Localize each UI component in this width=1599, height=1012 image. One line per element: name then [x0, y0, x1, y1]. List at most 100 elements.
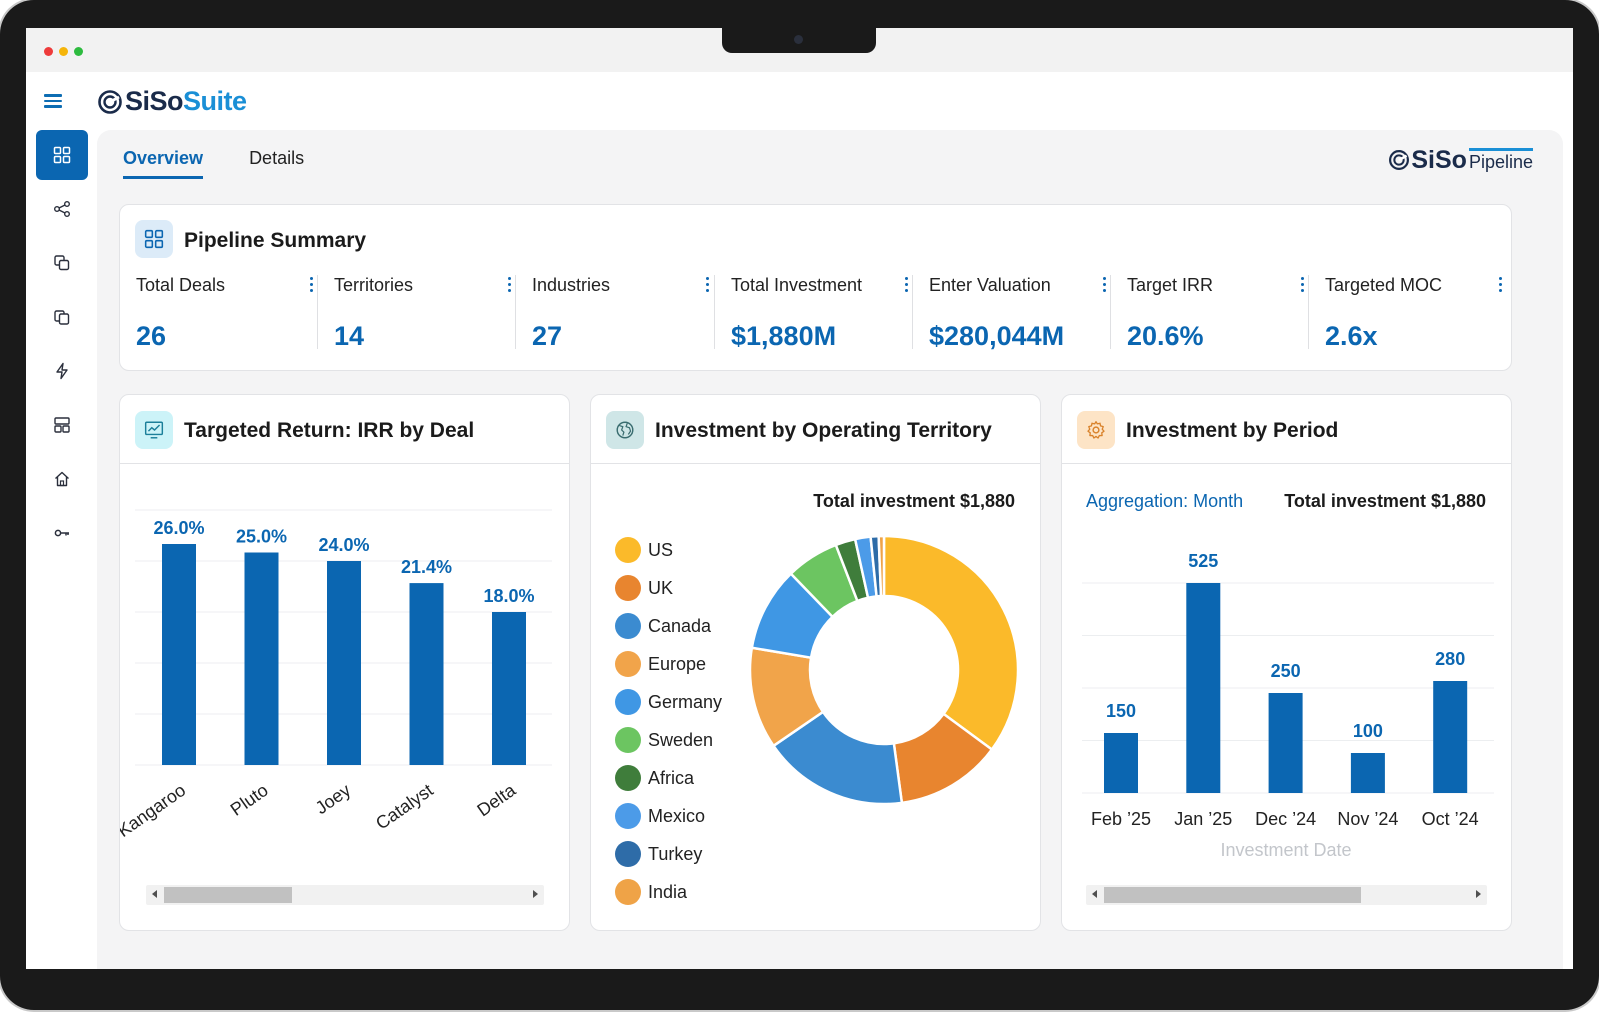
grid-icon [53, 146, 71, 164]
maximize-window-dot[interactable] [74, 47, 83, 56]
sidebar-item-documents[interactable] [36, 292, 88, 342]
legend-swatch [615, 651, 641, 677]
divider [120, 463, 569, 464]
territory-total: Total investment $1,880 [813, 491, 1015, 511]
legend-item[interactable]: Africa [615, 765, 694, 791]
legend-label: Mexico [648, 805, 706, 826]
tab-overview[interactable]: Overview [123, 148, 204, 179]
x-tick-label: Catalyst [372, 780, 437, 834]
aggregation-selector[interactable]: Aggregation: Month [1086, 491, 1244, 511]
period-card: Investment by Period Aggregation: Month … [1061, 394, 1512, 931]
summary-title: Pipeline Summary [184, 229, 367, 252]
metric-label: Territories [334, 275, 414, 295]
metric-total-investment: Total Investment $1,880M [714, 275, 929, 353]
period-bar [1268, 693, 1303, 793]
documents-icon [54, 310, 70, 325]
irr-bar [244, 552, 279, 765]
metric-total-deals: Total Deals 26 [136, 275, 334, 353]
bar-value-label: 100 [1353, 721, 1383, 741]
period-bar [1433, 681, 1468, 793]
main-content: Overview Details SiSo Pipeline [97, 130, 1563, 969]
divider [1110, 275, 1111, 349]
sidebar-item-keys[interactable] [36, 508, 88, 558]
more-options-icon[interactable] [704, 277, 710, 295]
share-nodes-icon [54, 201, 70, 217]
territory-card-title: Investment by Operating Territory [655, 419, 992, 442]
close-window-dot[interactable] [44, 47, 53, 56]
bar-value-label: 24.0% [318, 535, 369, 555]
minimize-window-dot[interactable] [59, 47, 68, 56]
legend-item[interactable]: India [615, 879, 687, 905]
pipeline-logo-word: Pipeline [1468, 148, 1533, 173]
sidebar-item-share[interactable] [36, 184, 88, 234]
sidebar-item-home[interactable] [36, 454, 88, 504]
scroll-right-icon[interactable] [533, 890, 538, 898]
app-logo[interactable]: SiSoSuite [97, 86, 247, 117]
sidebar-item-layout[interactable] [36, 400, 88, 450]
more-options-icon[interactable] [903, 277, 909, 295]
x-tick-label: Joey [312, 780, 355, 818]
home-icon [55, 471, 69, 487]
period-bar [1186, 583, 1221, 793]
period-bar [1104, 733, 1138, 793]
legend-label: Germany [648, 691, 723, 712]
more-options-icon[interactable] [506, 277, 512, 295]
metric-value: 26 [136, 321, 167, 351]
irr-bar [409, 583, 444, 765]
hamburger-menu-icon[interactable] [44, 94, 62, 108]
layout-icon [54, 417, 70, 433]
irr-bar [162, 544, 196, 765]
legend-swatch [615, 575, 641, 601]
donut-slice-us [882, 534, 1020, 752]
legend-item[interactable]: US [615, 537, 673, 563]
bar-value-label: 25.0% [236, 527, 287, 547]
legend-item[interactable]: Mexico [615, 803, 705, 829]
legend-item[interactable]: UK [615, 575, 673, 601]
tab-details[interactable]: Details [249, 148, 305, 168]
metric-industries: Industries 27 [515, 275, 730, 353]
bar-value-label: 280 [1435, 649, 1465, 669]
legend-label: US [648, 539, 674, 560]
legend-swatch [615, 689, 641, 715]
metric-label: Targeted MOC [1325, 275, 1443, 295]
legend-item[interactable]: Germany [615, 689, 722, 715]
divider [317, 275, 318, 349]
scroll-left-icon[interactable] [1092, 890, 1097, 898]
irr-chart-scrollbar[interactable] [146, 885, 544, 905]
metric-value: 14 [334, 321, 365, 351]
divider [1308, 275, 1309, 349]
period-card-title: Investment by Period [1126, 419, 1339, 442]
legend-swatch [615, 765, 641, 791]
donut-slice-india [877, 534, 886, 598]
screen: SiSoSuite [26, 28, 1573, 969]
legend-swatch [615, 841, 641, 867]
top-bar: SiSoSuite [26, 72, 1573, 130]
bar-value-label: 525 [1188, 551, 1218, 571]
legend-item[interactable]: Canada [615, 613, 711, 639]
scroll-thumb[interactable] [164, 887, 292, 903]
sidebar-item-copy[interactable] [36, 238, 88, 288]
scroll-thumb[interactable] [1104, 887, 1361, 903]
legend-item[interactable]: Turkey [615, 841, 702, 867]
x-tick-label: Jan ’25 [1174, 809, 1232, 829]
legend-item[interactable]: Sweden [615, 727, 713, 753]
sidebar-item-dashboard[interactable] [36, 130, 88, 180]
sidebar-item-activity[interactable] [36, 346, 88, 396]
camera-notch [722, 28, 876, 53]
more-options-icon[interactable] [1101, 277, 1107, 295]
metric-value: $280,044M [929, 321, 1065, 351]
legend-label: Canada [648, 615, 712, 636]
trend-chart-icon [135, 411, 173, 449]
more-options-icon[interactable] [1497, 277, 1503, 295]
period-chart-scrollbar[interactable] [1086, 885, 1487, 905]
lightning-icon [56, 362, 68, 380]
app: SiSoSuite [26, 72, 1573, 969]
divider [714, 275, 715, 349]
pipeline-summary-card: Pipeline Summary Total Deals 26 Territor… [119, 204, 1512, 371]
legend-item[interactable]: Europe [615, 651, 706, 677]
period-bar-chart: 150 Feb ’25 525 Jan ’25 250 Dec ’24 100 Nov ’24… [1082, 551, 1494, 860]
scroll-right-icon[interactable] [1476, 890, 1481, 898]
scroll-left-icon[interactable] [152, 890, 157, 898]
more-options-icon[interactable] [308, 277, 314, 295]
more-options-icon[interactable] [1299, 277, 1305, 295]
